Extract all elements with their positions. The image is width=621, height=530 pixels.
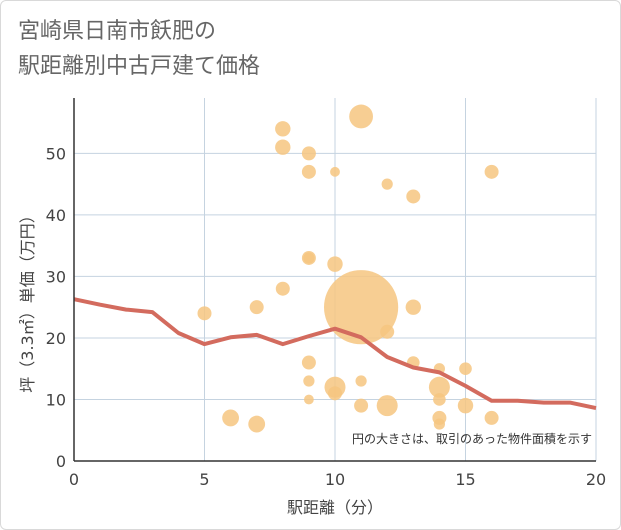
trend-line bbox=[73, 297, 597, 411]
y-tick-labels: 0 10 20 30 40 50 bbox=[46, 144, 66, 471]
data-point-34 bbox=[457, 397, 474, 414]
data-point-8 bbox=[301, 164, 316, 179]
grid-lines bbox=[74, 98, 597, 461]
data-point-14 bbox=[330, 166, 340, 177]
data-point-36 bbox=[484, 410, 499, 425]
x-tick-label-2: 10 bbox=[325, 470, 345, 489]
data-point-1 bbox=[222, 409, 240, 427]
x-tick-label-4: 20 bbox=[586, 470, 606, 489]
y-tick-label-4: 40 bbox=[46, 206, 66, 225]
data-point-26 bbox=[405, 299, 421, 315]
data-point-22 bbox=[381, 178, 393, 190]
data-point-24 bbox=[376, 395, 398, 417]
data-point-33 bbox=[459, 362, 472, 376]
data-point-20 bbox=[355, 375, 367, 387]
data-points bbox=[197, 104, 499, 433]
data-point-6 bbox=[275, 281, 290, 296]
data-point-30 bbox=[433, 393, 446, 406]
y-tick-label-5: 50 bbox=[46, 144, 66, 163]
data-point-23 bbox=[380, 324, 395, 339]
x-axis-label: 駅距離（分） bbox=[287, 498, 383, 517]
data-point-0 bbox=[197, 306, 212, 321]
size-legend-note: 円の大きさは、取引のあった物件面積を示す bbox=[352, 431, 592, 446]
y-tick-label-1: 10 bbox=[46, 390, 66, 409]
x-tick-label-1: 5 bbox=[199, 470, 209, 489]
title-line-1: 宮崎県日南市飫肥の bbox=[18, 19, 217, 44]
data-point-3 bbox=[248, 415, 266, 433]
data-point-18 bbox=[349, 104, 373, 129]
data-point-12 bbox=[303, 375, 315, 387]
data-point-5 bbox=[275, 139, 291, 155]
data-point-32 bbox=[433, 418, 445, 430]
y-axis-label: 坪（3.3㎡）単価（万円） bbox=[18, 207, 37, 392]
y-tick-label-2: 20 bbox=[46, 329, 66, 348]
data-point-10 bbox=[303, 252, 315, 264]
data-point-7 bbox=[301, 146, 316, 161]
data-point-19 bbox=[324, 270, 399, 345]
data-point-35 bbox=[484, 164, 499, 179]
data-point-25 bbox=[406, 189, 421, 204]
data-point-4 bbox=[275, 121, 291, 137]
data-point-17 bbox=[328, 386, 342, 401]
data-point-2 bbox=[249, 300, 264, 315]
data-point-15 bbox=[327, 256, 343, 272]
axes bbox=[73, 98, 596, 462]
data-point-11 bbox=[301, 355, 316, 370]
title-line-2: 駅距離別中古戸建て価格 bbox=[18, 54, 261, 79]
y-tick-label-3: 30 bbox=[46, 267, 66, 286]
x-tick-labels: 0 5 10 15 20 bbox=[69, 470, 606, 489]
data-point-29 bbox=[428, 376, 450, 398]
y-tick-label-0: 0 bbox=[56, 452, 66, 471]
x-tick-label-0: 0 bbox=[69, 470, 79, 489]
data-point-13 bbox=[304, 394, 314, 405]
data-point-21 bbox=[354, 398, 369, 413]
x-tick-label-3: 15 bbox=[455, 470, 475, 489]
chart-title: 宮崎県日南市飫肥の 駅距離別中古戸建て価格 bbox=[18, 14, 578, 84]
